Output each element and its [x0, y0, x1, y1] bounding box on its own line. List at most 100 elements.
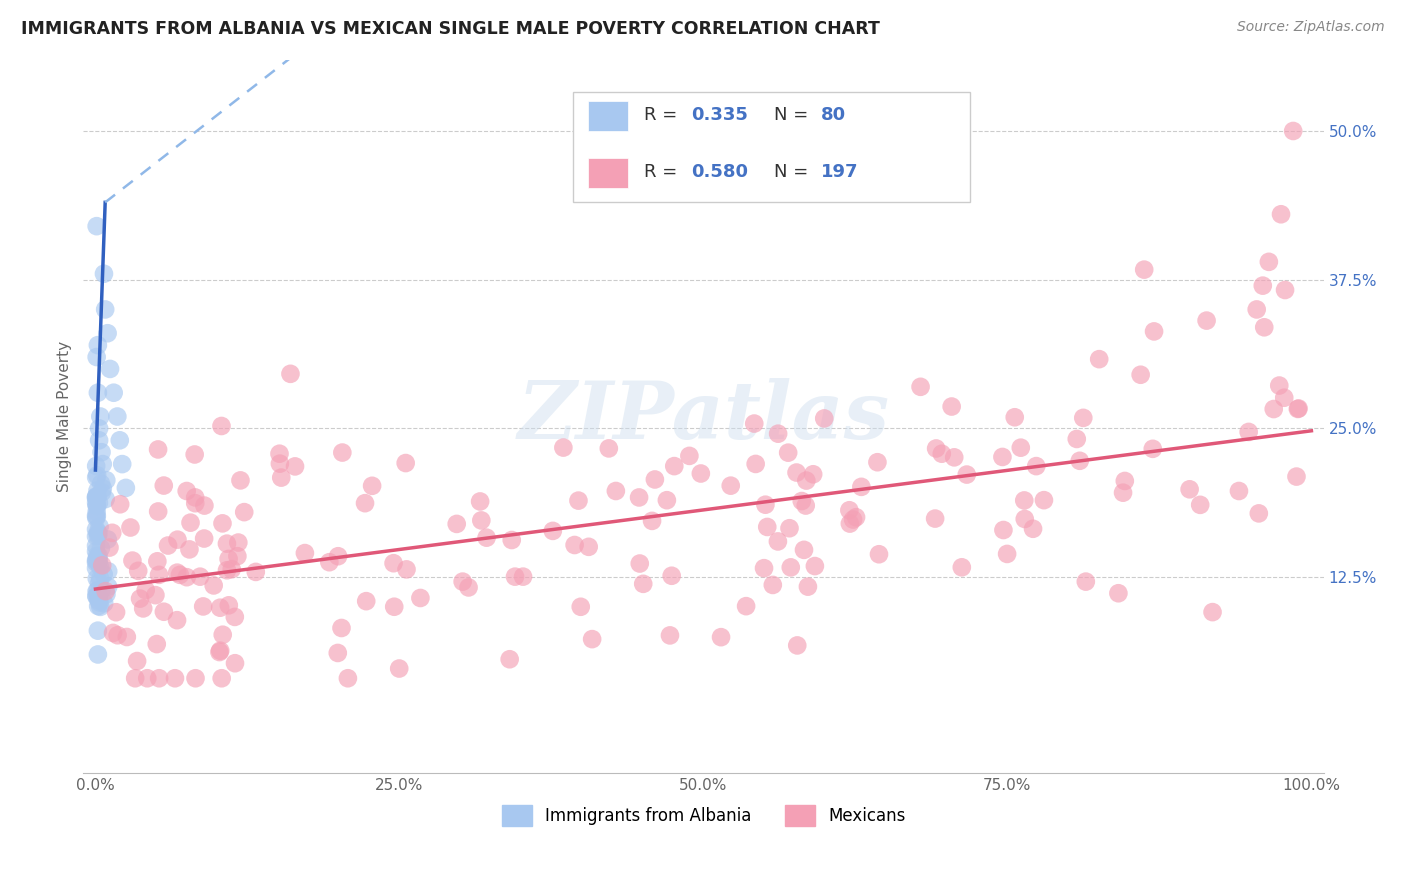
Point	[146, 554, 169, 568]
Point	[87, 648, 110, 662]
Point	[84, 496, 107, 510]
Point	[157, 539, 180, 553]
Point	[97, 580, 120, 594]
Point	[229, 474, 252, 488]
Point	[941, 400, 963, 414]
Point	[664, 459, 686, 474]
Point	[1012, 493, 1035, 508]
Point	[598, 442, 620, 456]
Point	[605, 483, 627, 498]
Point	[1129, 368, 1152, 382]
Point	[991, 450, 1014, 464]
Point	[1133, 262, 1156, 277]
Point	[97, 326, 120, 341]
Point	[270, 470, 292, 484]
Point	[1251, 278, 1274, 293]
Point	[993, 523, 1015, 537]
Point	[628, 491, 651, 505]
Point	[1010, 441, 1032, 455]
Point	[838, 516, 860, 531]
Point	[98, 362, 121, 376]
Point	[101, 626, 124, 640]
Point	[1286, 401, 1309, 416]
Point	[153, 605, 176, 619]
Point	[184, 496, 207, 510]
Point	[804, 559, 827, 574]
Point	[86, 483, 108, 498]
Point	[84, 508, 107, 523]
Point	[541, 524, 564, 538]
Text: 197: 197	[821, 163, 859, 181]
Point	[86, 549, 108, 563]
Point	[127, 654, 149, 668]
Point	[845, 510, 868, 524]
Point	[193, 532, 215, 546]
Point	[176, 570, 198, 584]
Point	[87, 549, 110, 563]
Point	[1074, 574, 1097, 589]
Point	[84, 458, 107, 473]
Point	[742, 417, 765, 431]
Point	[183, 448, 205, 462]
Point	[86, 508, 108, 523]
Point	[91, 457, 114, 471]
Point	[87, 528, 110, 542]
Point	[145, 637, 167, 651]
Point	[382, 556, 405, 570]
Point	[1282, 124, 1305, 138]
Point	[163, 671, 186, 685]
Point	[115, 630, 138, 644]
Point	[1069, 454, 1091, 468]
Point	[790, 494, 813, 508]
Point	[91, 482, 114, 496]
Point	[678, 449, 700, 463]
Point	[224, 657, 246, 671]
Point	[108, 497, 131, 511]
Point	[166, 533, 188, 547]
Point	[943, 450, 966, 465]
Point	[564, 538, 586, 552]
Point	[382, 599, 405, 614]
Point	[90, 445, 112, 459]
Point	[1114, 474, 1136, 488]
Point	[226, 549, 249, 564]
Point	[578, 540, 600, 554]
Point	[468, 494, 491, 508]
Point	[1288, 401, 1310, 416]
Point	[1247, 507, 1270, 521]
Point	[720, 478, 742, 492]
Point	[86, 589, 108, 603]
Point	[779, 521, 801, 535]
Point	[86, 490, 108, 504]
Point	[1066, 432, 1088, 446]
Point	[801, 467, 824, 482]
Point	[868, 547, 890, 561]
Text: N =: N =	[775, 163, 814, 181]
Point	[87, 555, 110, 569]
Point	[84, 544, 107, 558]
Point	[336, 671, 359, 685]
Point	[89, 599, 111, 614]
Bar	[588, 101, 627, 131]
Point	[84, 490, 107, 504]
Point	[166, 613, 188, 627]
Point	[1032, 493, 1054, 508]
Point	[218, 552, 240, 566]
Point	[84, 522, 107, 536]
Point	[193, 599, 215, 614]
Point	[93, 596, 115, 610]
Point	[470, 513, 492, 527]
Point	[294, 546, 316, 560]
Point	[950, 560, 973, 574]
Point	[628, 557, 651, 571]
Point	[446, 516, 468, 531]
Point	[86, 498, 108, 512]
Point	[766, 534, 789, 549]
Point	[1270, 207, 1292, 221]
Point	[361, 479, 384, 493]
Point	[218, 599, 240, 613]
Point	[89, 595, 111, 609]
Point	[87, 576, 110, 591]
Point	[84, 553, 107, 567]
Point	[89, 572, 111, 586]
